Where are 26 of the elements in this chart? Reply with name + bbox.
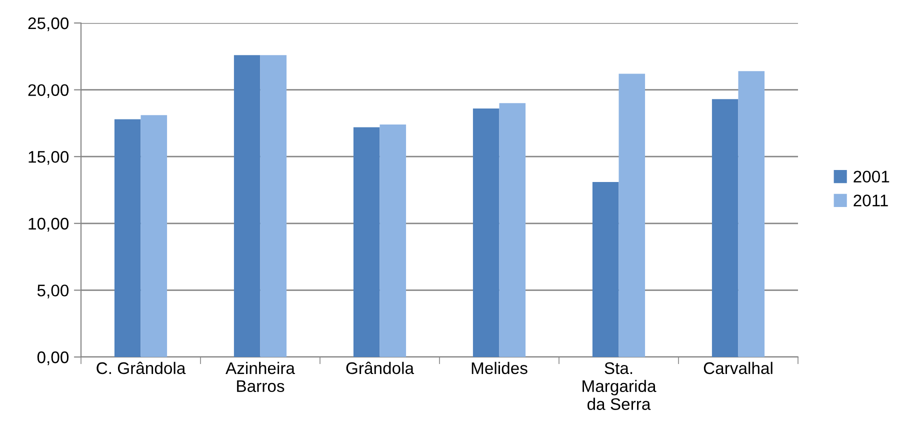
y-tick-label: 5,00 (37, 284, 69, 298)
bar (592, 182, 619, 357)
x-tick-label: Azinheira Barros (226, 362, 295, 392)
y-tick-label: 0,00 (37, 351, 69, 366)
x-tick-label: Carvalhal (704, 362, 772, 374)
bar (114, 119, 141, 357)
x-tick-label: Sta. Margarida da Serra (582, 362, 656, 410)
bar (738, 71, 765, 357)
legend-label: 2001 (854, 170, 890, 183)
bar (260, 55, 287, 357)
y-tick-label: 25,00 (28, 17, 69, 32)
bar (353, 127, 380, 357)
y-tick-label: 20,00 (28, 84, 69, 98)
bar (712, 99, 738, 357)
bar (234, 55, 260, 357)
x-tick-label: C. Grândola (96, 362, 186, 374)
bar (499, 103, 526, 357)
y-tick-label: 15,00 (28, 151, 69, 165)
bar (618, 74, 646, 357)
y-tick-label: 10,00 (28, 218, 69, 232)
bar (140, 115, 168, 357)
x-tick-label: Melides (472, 362, 528, 374)
bar (472, 108, 500, 357)
x-tick-label: Grândola (346, 362, 414, 374)
bar (380, 124, 406, 357)
legend-label: 2011 (854, 194, 888, 206)
